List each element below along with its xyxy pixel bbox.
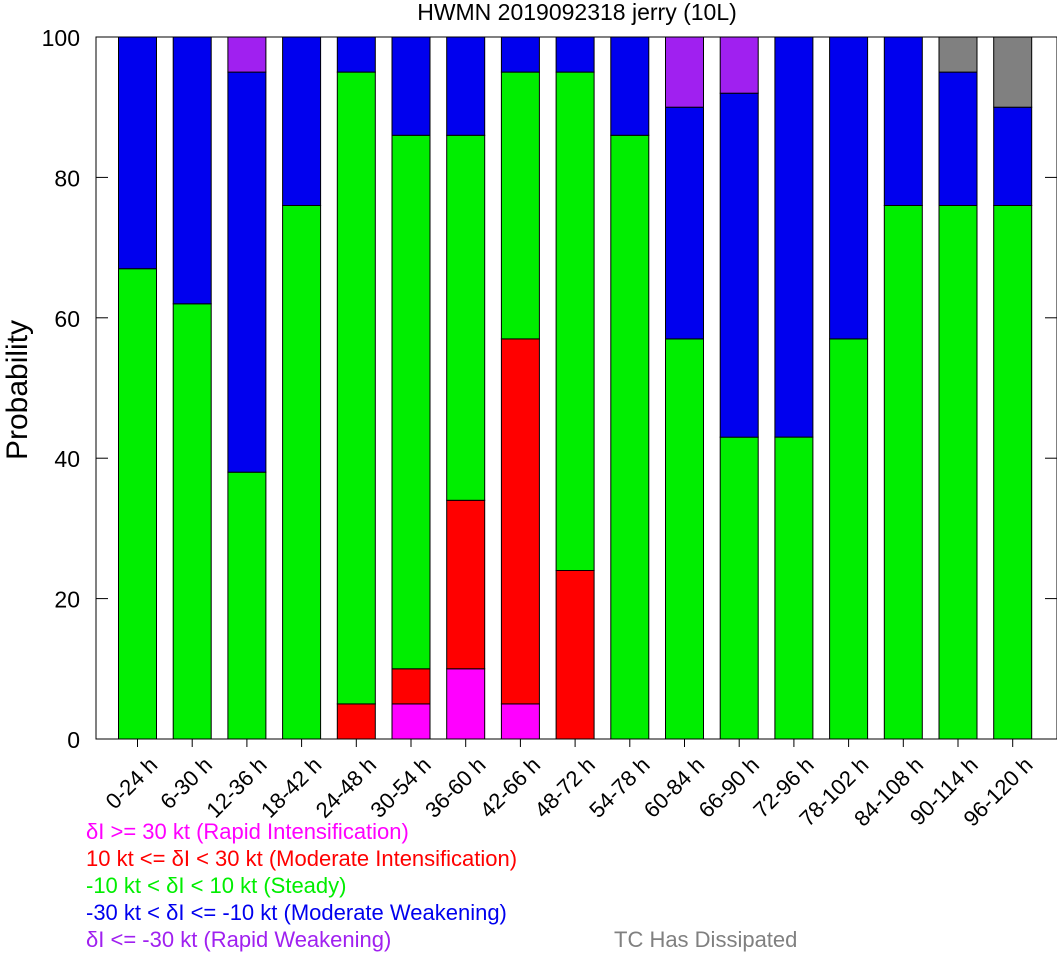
bar-segment-mw-0 (118, 36, 157, 270)
bar-segment-steady-8 (555, 71, 595, 571)
bar-segment-steady-10 (665, 338, 704, 740)
y-tick-label-60: 60 (54, 306, 80, 332)
bar-segment-ri-7 (500, 703, 540, 740)
bar-segment-steady-2 (227, 471, 267, 740)
x-tick-label-2: 12-36 h (201, 752, 271, 822)
x-tick-label-10: 60-84 h (639, 752, 709, 822)
plot-frame (95, 36, 1057, 740)
bar-segment-rw-10 (665, 36, 704, 108)
bar-segment-mw-16 (993, 106, 1033, 206)
bar-segment-mi-7 (500, 338, 540, 705)
x-tick-label-5: 30-54 h (365, 752, 435, 822)
y-axis-label: Probability (1, 320, 34, 460)
bar-segment-steady-6 (446, 134, 486, 501)
legend: δI >= 30 kt (Rapid Intensification) 10 k… (86, 818, 797, 953)
bar-segment-mw-10 (665, 106, 704, 340)
x-tick-label-6: 36-60 h (420, 752, 490, 822)
bar-segment-mw-11 (719, 92, 759, 438)
y-tick-label-0: 0 (67, 727, 80, 753)
bar-segment-mw-3 (282, 36, 322, 206)
y-tick-label-40: 40 (54, 446, 80, 472)
bars-layer (118, 36, 1033, 740)
legend-item-rapid-weakening: δI <= -30 kt (Rapid Weakening) (86, 927, 392, 952)
bar-segment-steady-16 (993, 205, 1033, 740)
bar-segment-mw-2 (227, 71, 267, 473)
bar-segment-mw-8 (555, 36, 595, 73)
bar-segment-steady-9 (610, 134, 650, 740)
bar-segment-rw-2 (227, 36, 267, 73)
x-tick-label-8: 48-72 h (530, 752, 600, 822)
bar-segment-mi-4 (336, 703, 376, 740)
bar-segment-steady-11 (719, 436, 759, 740)
bar-segment-steady-5 (391, 134, 431, 670)
bar-segment-mw-15 (938, 71, 978, 206)
bar-segment-dissipated-16 (993, 36, 1033, 108)
bar-segment-mw-9 (610, 36, 650, 136)
y-tick-label-20: 20 (54, 587, 80, 613)
bar-segment-mw-13 (829, 36, 869, 340)
bar-segment-mi-5 (391, 668, 431, 705)
legend-item-moderate-intensification: 10 kt <= δI < 30 kt (Moderate Intensific… (86, 846, 518, 871)
legend-item-rapid-intensification: δI >= 30 kt (Rapid Intensification) (86, 819, 409, 844)
bar-segment-steady-12 (774, 436, 814, 740)
y-tick-label-80: 80 (54, 165, 80, 191)
bar-segment-steady-4 (336, 71, 376, 705)
x-tick-label-11: 66-90 h (694, 752, 764, 822)
bar-segment-mw-7 (500, 36, 540, 73)
x-tick-label-0: 0-24 h (101, 752, 163, 814)
x-tick-label-9: 54-78 h (584, 752, 654, 822)
bar-segment-mw-12 (774, 36, 814, 438)
bar-segment-rw-11 (719, 36, 759, 94)
bar-segment-mw-14 (883, 36, 923, 206)
legend-item-moderate-weakening: -30 kt < δI <= -10 kt (Moderate Weakenin… (86, 900, 507, 925)
bar-segment-steady-0 (118, 268, 157, 740)
x-tick-label-7: 42-66 h (475, 752, 545, 822)
bar-segment-mw-5 (391, 36, 431, 136)
bar-segment-steady-14 (883, 205, 923, 740)
bar-segment-steady-3 (282, 205, 322, 740)
y-axis: 0 20 40 60 80 100 (42, 25, 1057, 753)
bar-segment-steady-7 (500, 71, 540, 340)
bar-segment-mi-6 (446, 499, 486, 670)
bar-segment-ri-5 (391, 703, 431, 740)
chart-title: HWMN 2019092318 jerry (10L) (417, 0, 737, 25)
bar-segment-steady-13 (829, 338, 869, 740)
legend-row-last: δI <= -30 kt (Rapid Weakening) TC Has Di… (86, 926, 797, 953)
bar-segment-steady-1 (172, 303, 212, 740)
bar-segment-mi-8 (555, 570, 595, 740)
x-tick-label-4: 24-48 h (311, 752, 381, 822)
bar-segment-ri-6 (446, 668, 486, 740)
bar-segment-steady-15 (938, 205, 978, 740)
bar-segment-dissipated-15 (938, 36, 978, 73)
x-tick-label-3: 18-42 h (256, 752, 326, 822)
y-tick-label-100: 100 (42, 25, 80, 51)
bar-segment-mw-4 (336, 36, 376, 73)
legend-item-steady: -10 kt < δI < 10 kt (Steady) (86, 873, 347, 898)
bar-segment-mw-1 (172, 36, 212, 305)
legend-item-tc-dissipated: TC Has Dissipated (614, 927, 798, 952)
bar-segment-mw-6 (446, 36, 486, 136)
